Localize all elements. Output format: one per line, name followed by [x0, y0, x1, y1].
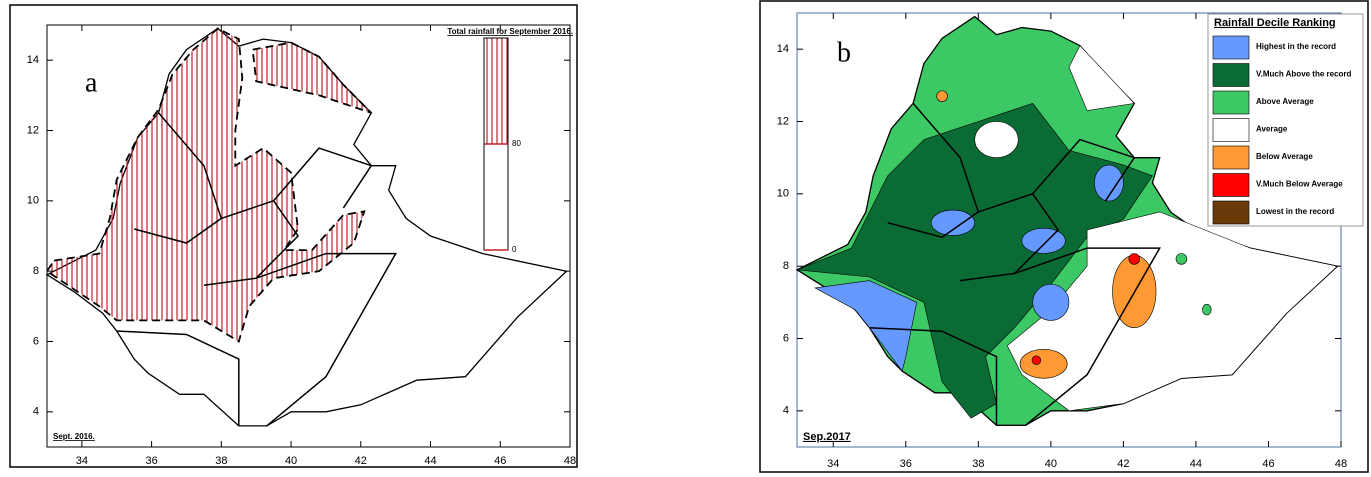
plot-frame	[46, 24, 571, 448]
x-tick-label: 48	[564, 455, 576, 467]
decile-area	[1021, 227, 1066, 254]
legend-swatch	[1212, 63, 1250, 87]
legend-label: V.Much Below Average	[1256, 180, 1343, 189]
legend-label: Below Average	[1256, 152, 1313, 161]
map-title: Total rainfall for September 2016.	[447, 27, 573, 36]
legend-swatch	[1212, 118, 1250, 142]
x-tick-label: 36	[145, 455, 157, 467]
legend-title: Rainfall Decile Ranking	[1214, 17, 1336, 29]
colorbar-hatch	[483, 37, 509, 145]
x-tick-label: 40	[285, 455, 297, 467]
legend-label: Highest in the record	[1256, 42, 1336, 51]
x-tick-label: 48	[1335, 458, 1347, 470]
y-tick-label: 10	[27, 195, 39, 207]
x-tick-label: 44	[1190, 458, 1202, 470]
y-tick-label: 10	[777, 188, 789, 200]
y-tick-label: 8	[783, 260, 789, 272]
panel-label: b	[837, 37, 851, 68]
x-tick-label: 38	[972, 458, 984, 470]
region-border	[960, 192, 1060, 282]
footer: Sep.2017	[803, 431, 851, 443]
legend-swatch	[1212, 173, 1250, 197]
x-tick-label: 42	[1117, 458, 1129, 470]
plot-frame	[796, 12, 1342, 448]
legend-swatch	[1212, 145, 1250, 170]
y-tick-label: 4	[783, 405, 789, 417]
decile-area	[1202, 303, 1212, 316]
legend-label: Above Average	[1256, 97, 1314, 106]
panel-label: a	[85, 67, 98, 98]
hatched-area	[251, 41, 372, 114]
hatched-area	[45, 27, 366, 343]
x-tick-label: 40	[1045, 458, 1057, 470]
region-border	[869, 326, 998, 426]
x-tick-label: 36	[900, 458, 912, 470]
region-border	[203, 199, 299, 286]
x-tick-label: 34	[76, 455, 88, 467]
legend-swatch	[1212, 35, 1250, 60]
y-tick-label: 12	[27, 124, 39, 136]
y-tick-label: 8	[33, 265, 39, 277]
y-tick-label: 14	[777, 43, 789, 55]
decile-area	[936, 90, 948, 102]
x-tick-label: 46	[494, 455, 506, 467]
y-tick-label: 4	[33, 406, 39, 418]
decile-area	[930, 209, 976, 236]
x-tick-label: 38	[215, 455, 227, 467]
region-border	[255, 252, 397, 427]
legend-label: V.Much Above the record	[1256, 70, 1352, 79]
decile-area	[1031, 355, 1042, 365]
region-border	[116, 330, 240, 426]
colorbar-label: 80	[512, 139, 521, 148]
legend-swatch	[1212, 90, 1250, 115]
legend-label: Lowest in the record	[1256, 207, 1334, 216]
legend-swatch	[1212, 200, 1250, 225]
y-tick-label: 14	[27, 54, 39, 66]
decile-area	[1032, 283, 1070, 321]
legend-label: Average	[1256, 125, 1288, 134]
y-tick-label: 12	[777, 115, 789, 127]
panel-border	[9, 4, 578, 468]
decile-area	[1128, 253, 1141, 265]
panel-border	[759, 0, 1369, 473]
decile-area	[814, 280, 918, 372]
x-tick-label: 44	[424, 455, 436, 467]
y-tick-label: 6	[783, 332, 789, 344]
decile-area	[1019, 349, 1068, 379]
region-border	[273, 147, 373, 209]
region-border	[1014, 247, 1161, 426]
decile-area	[796, 103, 1153, 419]
x-tick-label: 46	[1262, 458, 1274, 470]
x-tick-label: 34	[827, 458, 839, 470]
colorbar-label: 0	[512, 245, 517, 254]
decile-area	[974, 121, 1019, 158]
x-tick-label: 42	[355, 455, 367, 467]
footer: Sept. 2016.	[53, 432, 95, 441]
decile-area	[1094, 164, 1124, 202]
decile-area	[1068, 45, 1135, 111]
decile-area	[1175, 253, 1188, 265]
y-tick-label: 6	[33, 335, 39, 347]
region-border	[1032, 138, 1136, 202]
